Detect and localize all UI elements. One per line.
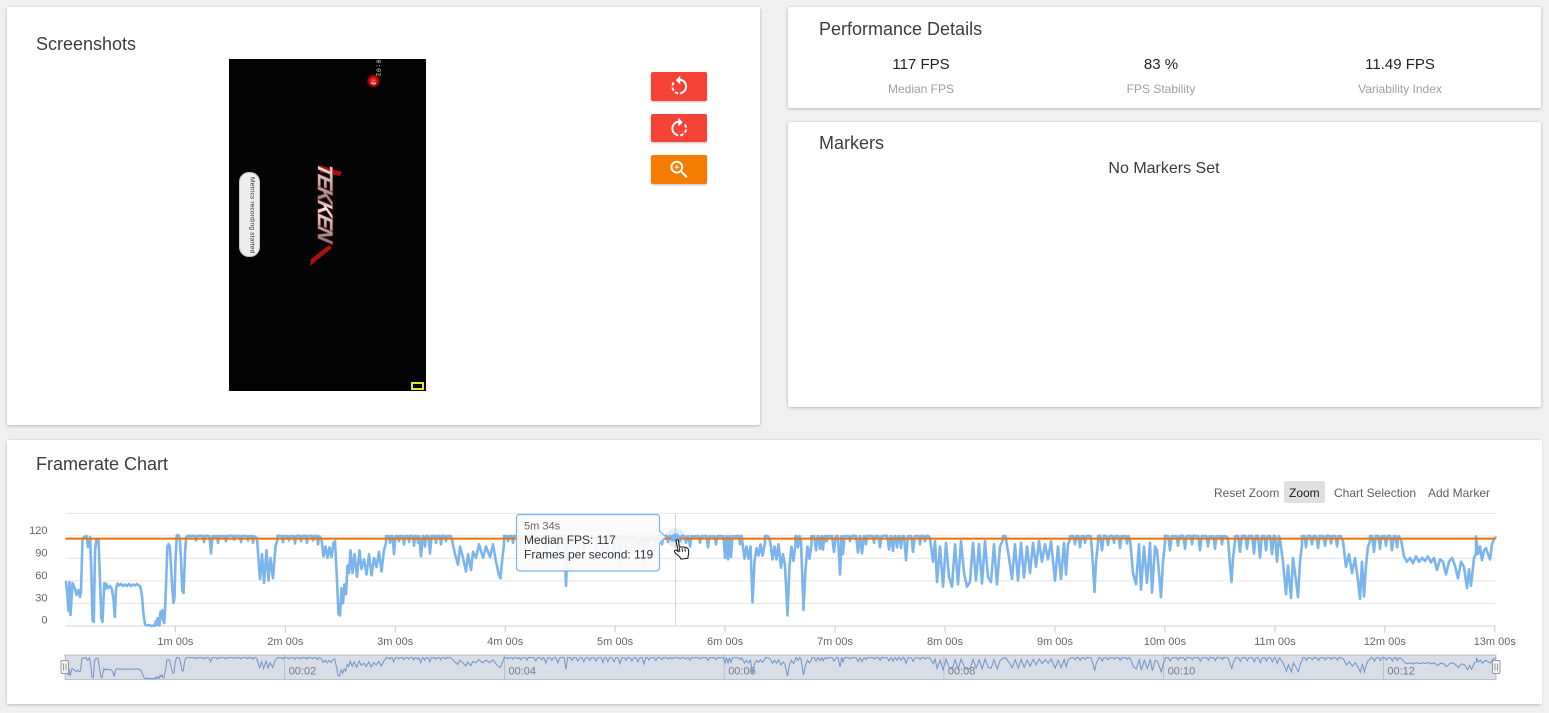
svg-text:1m 00s: 1m 00s <box>157 636 194 648</box>
svg-text:11m 00s: 11m 00s <box>1254 636 1296 648</box>
svg-text:2m 00s: 2m 00s <box>267 636 304 648</box>
svg-text:6m 00s: 6m 00s <box>707 636 744 648</box>
svg-text:7m 00s: 7m 00s <box>817 636 854 648</box>
svg-text:Median FPS: 117: Median FPS: 117 <box>524 533 616 547</box>
svg-text:4m 00s: 4m 00s <box>487 636 524 648</box>
svg-text:3m 00s: 3m 00s <box>377 636 414 648</box>
svg-text:00:12: 00:12 <box>1387 666 1415 678</box>
svg-text:5m 00s: 5m 00s <box>597 636 634 648</box>
svg-text:Frames per second: 119: Frames per second: 119 <box>524 548 654 562</box>
svg-text:60: 60 <box>35 570 47 582</box>
svg-text:9m 00s: 9m 00s <box>1037 636 1074 648</box>
svg-text:0: 0 <box>41 615 47 627</box>
svg-text:10m 00s: 10m 00s <box>1144 636 1187 648</box>
svg-text:30: 30 <box>35 592 47 604</box>
svg-text:12m 00s: 12m 00s <box>1364 636 1407 648</box>
svg-text:90: 90 <box>35 547 47 559</box>
svg-text:00:02: 00:02 <box>289 666 317 678</box>
svg-text:00:06: 00:06 <box>728 666 756 678</box>
svg-text:13m 00s: 13m 00s <box>1474 636 1517 648</box>
svg-text:8m 00s: 8m 00s <box>927 636 964 648</box>
svg-text:00:10: 00:10 <box>1168 666 1196 678</box>
svg-text:0:02: 0:02 <box>374 60 381 78</box>
svg-text:00:04: 00:04 <box>509 666 537 678</box>
svg-text:TEKKEN: TEKKEN <box>313 161 337 245</box>
svg-text:120: 120 <box>29 525 47 537</box>
svg-text:5m 34s: 5m 34s <box>524 521 561 533</box>
